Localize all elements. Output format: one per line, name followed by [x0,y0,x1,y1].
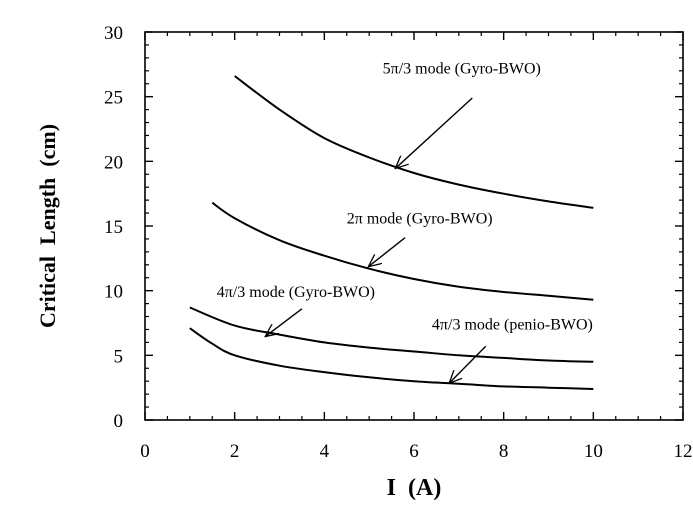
annotation-label-2: 2π mode (Gyro-BWO) [347,210,493,227]
y-tick-label: 10 [104,282,123,303]
y-tick-label: 15 [104,217,123,238]
series-line-1 [234,75,594,209]
data-series [189,75,594,390]
y-tick-label: 0 [114,411,124,432]
series-line-4 [189,327,594,390]
x-tick-label: 2 [230,441,240,462]
x-tick-label: 12 [674,441,693,462]
annotation-arrow-2 [369,237,406,266]
annotation-arrow-4 [450,345,487,382]
y-tick-label: 5 [114,346,124,367]
curve-annotations: 5π/3 mode (Gyro-BWO) 2π mode (Gyro-BWO) 4π… [217,60,593,382]
annotation-label-4: 4π/3 mode (penio-BWO) [432,316,593,333]
y-tick-label: 30 [104,23,123,44]
series-line-2 [211,201,594,301]
y-tick-label: 20 [104,152,123,173]
x-tick-label: 0 [140,441,150,462]
axis-tick-labels: 0 2 4 6 8 10 12 0 5 10 15 20 25 30 [104,23,693,462]
axis-ticks [144,31,684,421]
y-tick-label: 25 [104,88,123,109]
y-axis-title: Critical Length (cm) [35,124,60,328]
annotation-arrow-1 [396,97,473,168]
x-tick-label: 8 [499,441,509,462]
annotation-label-3: 4π/3 mode (Gyro-BWO) [217,284,375,301]
x-axis-title: I (A) [387,475,442,501]
annotation-arrow-3 [266,308,303,336]
x-tick-label: 10 [584,441,603,462]
annotation-label-1: 5π/3 mode (Gyro-BWO) [383,60,541,77]
series-line-3 [189,306,594,363]
x-tick-label: 4 [320,441,330,462]
x-tick-label: 6 [409,441,419,462]
